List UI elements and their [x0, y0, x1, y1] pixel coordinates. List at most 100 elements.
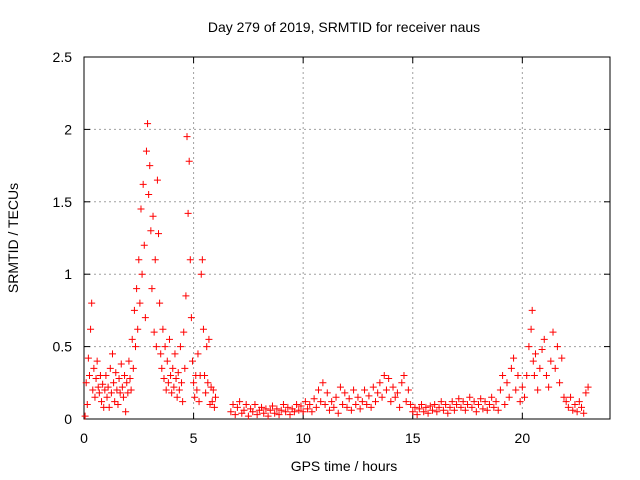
data-point	[301, 398, 309, 406]
data-point	[173, 393, 181, 401]
data-point	[538, 345, 546, 353]
data-point	[459, 398, 467, 406]
data-point	[197, 270, 205, 278]
x-tick-label: 10	[295, 430, 311, 446]
data-point	[93, 357, 101, 365]
data-point	[299, 408, 307, 416]
data-point	[290, 408, 298, 416]
data-point	[363, 401, 371, 409]
data-point	[545, 383, 553, 391]
data-point	[358, 398, 366, 406]
data-point	[284, 403, 292, 411]
data-point	[420, 408, 428, 416]
data-point	[341, 389, 349, 397]
data-point	[518, 383, 526, 391]
data-point	[110, 379, 118, 387]
data-point	[127, 386, 135, 394]
data-point	[233, 403, 241, 411]
data-point	[378, 393, 386, 401]
data-point	[483, 406, 491, 414]
data-point	[409, 408, 417, 416]
data-point	[306, 401, 314, 409]
data-point	[209, 386, 217, 394]
data-point	[330, 403, 338, 411]
data-point	[161, 343, 169, 351]
data-point	[151, 256, 159, 264]
data-point	[499, 372, 507, 380]
data-point	[325, 406, 333, 414]
data-point	[564, 403, 572, 411]
data-point	[496, 386, 504, 394]
data-point	[455, 395, 463, 403]
data-point	[138, 270, 146, 278]
data-point	[516, 398, 524, 406]
data-point	[116, 389, 124, 397]
data-point	[266, 406, 274, 414]
data-point	[165, 335, 173, 343]
data-point	[475, 401, 482, 409]
data-point	[490, 403, 498, 411]
data-point	[185, 157, 193, 165]
data-point	[115, 374, 123, 382]
data-point	[407, 401, 415, 409]
x-tick-labels: 0 5 10 15 20	[80, 430, 530, 446]
data-point	[317, 398, 325, 406]
data-point	[103, 393, 111, 401]
data-point	[87, 325, 95, 333]
data-point	[133, 285, 141, 293]
data-point	[198, 256, 206, 264]
data-point	[262, 405, 270, 413]
data-point	[453, 401, 461, 409]
data-point	[156, 299, 164, 307]
data-point	[264, 412, 272, 420]
data-point	[144, 120, 152, 128]
data-point	[527, 325, 535, 333]
data-point	[194, 350, 202, 358]
data-point	[145, 191, 153, 199]
data-point	[141, 314, 149, 322]
data-point	[442, 401, 450, 409]
data-point	[126, 374, 134, 382]
data-point	[396, 403, 404, 411]
data-point	[181, 364, 189, 372]
data-point	[135, 256, 143, 264]
data-point	[260, 409, 268, 417]
data-point	[488, 393, 496, 401]
data-point	[523, 372, 531, 380]
data-point	[528, 306, 536, 314]
data-point	[534, 386, 542, 394]
data-point	[336, 383, 344, 391]
data-point	[208, 398, 216, 406]
data-point	[199, 325, 207, 333]
data-point	[485, 401, 493, 409]
data-point	[92, 374, 100, 382]
data-point	[448, 398, 456, 406]
data-point	[385, 374, 393, 382]
data-point	[178, 379, 186, 387]
data-point	[514, 372, 522, 380]
data-point	[164, 379, 172, 387]
data-point	[424, 409, 432, 417]
data-point	[117, 360, 125, 368]
data-point	[332, 393, 340, 401]
data-point	[374, 389, 382, 397]
data-point	[413, 411, 421, 419]
data-point	[205, 335, 213, 343]
data-point	[444, 409, 452, 417]
data-point	[450, 406, 458, 414]
data-point	[258, 403, 266, 411]
data-point	[573, 408, 581, 416]
data-point	[531, 350, 539, 358]
data-point	[569, 406, 577, 414]
data-point	[404, 386, 412, 394]
data-point	[553, 343, 561, 351]
data-point	[347, 406, 355, 414]
data-point	[567, 393, 575, 401]
data-point	[389, 383, 397, 391]
data-point	[521, 393, 529, 401]
data-point	[457, 403, 465, 411]
data-point	[286, 411, 294, 419]
data-point	[512, 386, 520, 394]
data-point	[435, 403, 443, 411]
data-point	[507, 364, 515, 372]
